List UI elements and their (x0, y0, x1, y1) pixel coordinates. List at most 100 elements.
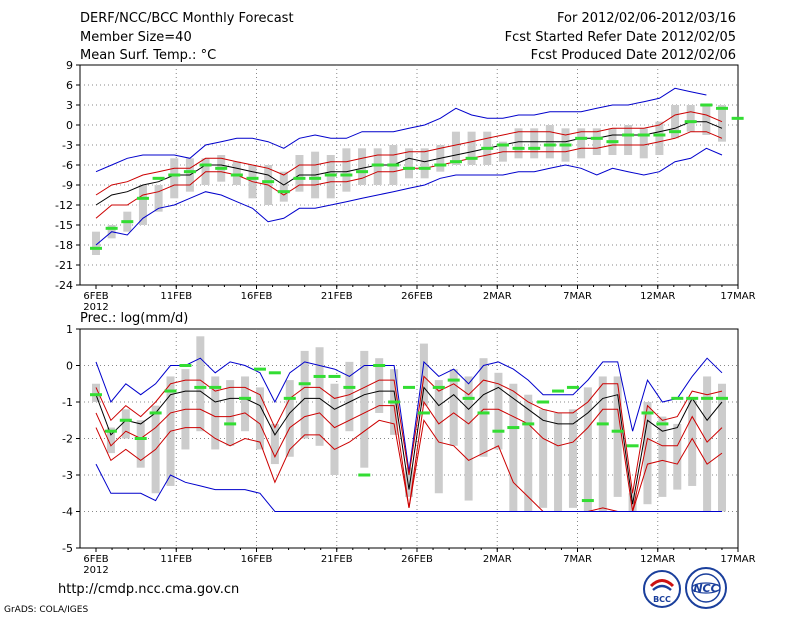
temp-mean-line (95, 121, 723, 206)
temp-median-mark (136, 196, 149, 200)
prec-spread-box (121, 409, 130, 439)
temp-upper-line (95, 111, 723, 196)
temp-median-mark (496, 143, 509, 147)
prec-min-line (95, 463, 722, 512)
temp-median-mark (637, 133, 650, 137)
prec-median-mark (671, 396, 684, 400)
prec-xtick-label: 2MAR (483, 554, 512, 565)
temp-xtick-label: 2MAR (483, 291, 512, 302)
prec-spread-box (554, 412, 563, 512)
temp-xtick-label: 17MAR (720, 291, 755, 302)
temp-median-mark (465, 156, 478, 160)
prec-spread-box (598, 376, 607, 512)
prec-median-mark (641, 411, 654, 415)
temp-spread-box (232, 161, 241, 185)
prec-spread-box (106, 427, 115, 454)
temp-spread-box (592, 128, 601, 155)
temp-spread-box (686, 105, 695, 132)
bcc-logo-text: BCC (653, 595, 671, 604)
footer-credit: GrADS: COLA/IGES (4, 605, 89, 615)
prec-median-mark (701, 396, 714, 400)
prec-median-mark (716, 396, 728, 400)
prec-median-mark (596, 422, 609, 426)
prec-ytick-label: -2 (62, 433, 73, 446)
prec-median-mark (119, 418, 132, 422)
temp-ytick-label: -3 (62, 139, 73, 152)
temp-spread-box (405, 148, 413, 179)
prec-spread-box (270, 423, 279, 465)
prec-median-mark (611, 429, 624, 433)
prec-spread-box (330, 383, 339, 475)
prec-spread-box (494, 372, 503, 450)
prec-max-line (95, 357, 723, 472)
temp-xtick-label: 7MAR (563, 291, 592, 302)
temp-spread-box (655, 121, 664, 155)
prec-median-mark (581, 499, 594, 503)
prec-xtick-label: 6FEB (83, 554, 108, 565)
temp-median-mark (512, 146, 525, 150)
temp-spread-box (420, 148, 429, 179)
temp-xtick-label: 21FEB (321, 291, 353, 302)
prec-spread-box (226, 380, 235, 446)
prec-median-mark (283, 396, 296, 400)
temp-median-mark (215, 166, 228, 170)
temp-median-mark (387, 163, 400, 167)
prec-spread-box (419, 343, 428, 406)
prec-spread-box (658, 416, 667, 497)
prec-ytick-label: 0 (66, 360, 73, 373)
temp-median-mark (356, 170, 369, 174)
prec-spread-box (360, 350, 369, 468)
temp-spread-box (170, 158, 179, 199)
temp-xtick-label: 26FEB (401, 291, 433, 302)
prec-xtick-label: 12MAR (640, 554, 675, 565)
prec-xtick-label: 21FEB (321, 554, 353, 565)
temp-spread-box (373, 148, 382, 185)
prec-median-mark (492, 429, 505, 433)
prec-spread-box (285, 380, 294, 457)
temp-ytick-label: -15 (55, 219, 73, 232)
bcc-logo: BCC (643, 570, 681, 608)
prec-spread-box (583, 387, 592, 512)
prec-median-mark (403, 385, 415, 389)
temp-xtick-label: 6FEB (83, 291, 108, 302)
prec-spread-box (718, 383, 726, 512)
prec-median-mark (522, 422, 535, 426)
temp-spread-box (624, 125, 633, 155)
prec-median-mark (656, 422, 669, 426)
prec-spread-box (613, 376, 622, 497)
prec-spread-box (539, 409, 548, 508)
temp-median-mark (324, 173, 337, 177)
temp-median-mark (481, 146, 494, 150)
prec-spread-box (196, 336, 205, 432)
temp-spread-box (326, 155, 335, 199)
temp-median-mark (575, 136, 588, 140)
temp-spread-box (295, 155, 304, 192)
prec-spread-box (509, 383, 518, 512)
prec-median-mark (552, 389, 565, 393)
prec-xtick-label: 17MAR (720, 554, 755, 565)
temp-max-line (95, 87, 707, 173)
prec-median-mark (432, 385, 445, 389)
temp-spread-box (530, 128, 539, 159)
prec-median-mark (104, 429, 117, 433)
prec-median-mark (447, 378, 460, 382)
prec-xtick-label: 11FEB (160, 554, 192, 565)
prec-spread-box (434, 380, 443, 494)
prec-spread-box (703, 376, 712, 512)
prec-median-mark (537, 400, 550, 404)
prec-spread-box (345, 361, 354, 432)
temp-spread-box (702, 105, 711, 135)
prec-median-mark (686, 396, 699, 400)
prec-spread-box (375, 358, 384, 413)
temp-median-mark (449, 160, 462, 164)
temp-median-mark (559, 143, 572, 147)
prec-ytick-label: -1 (62, 396, 73, 409)
temp-ytick-label: 3 (66, 99, 73, 112)
prec-median-mark (388, 400, 401, 404)
prec-spread-box (688, 398, 697, 486)
prec-spread-box (568, 409, 577, 508)
footer-url[interactable]: http://cmdp.ncc.cma.gov.cn (58, 582, 240, 597)
prec-spread-box (241, 376, 250, 432)
prec-xtick-label: 2012 (83, 565, 108, 576)
temp-spread-box (514, 128, 523, 159)
